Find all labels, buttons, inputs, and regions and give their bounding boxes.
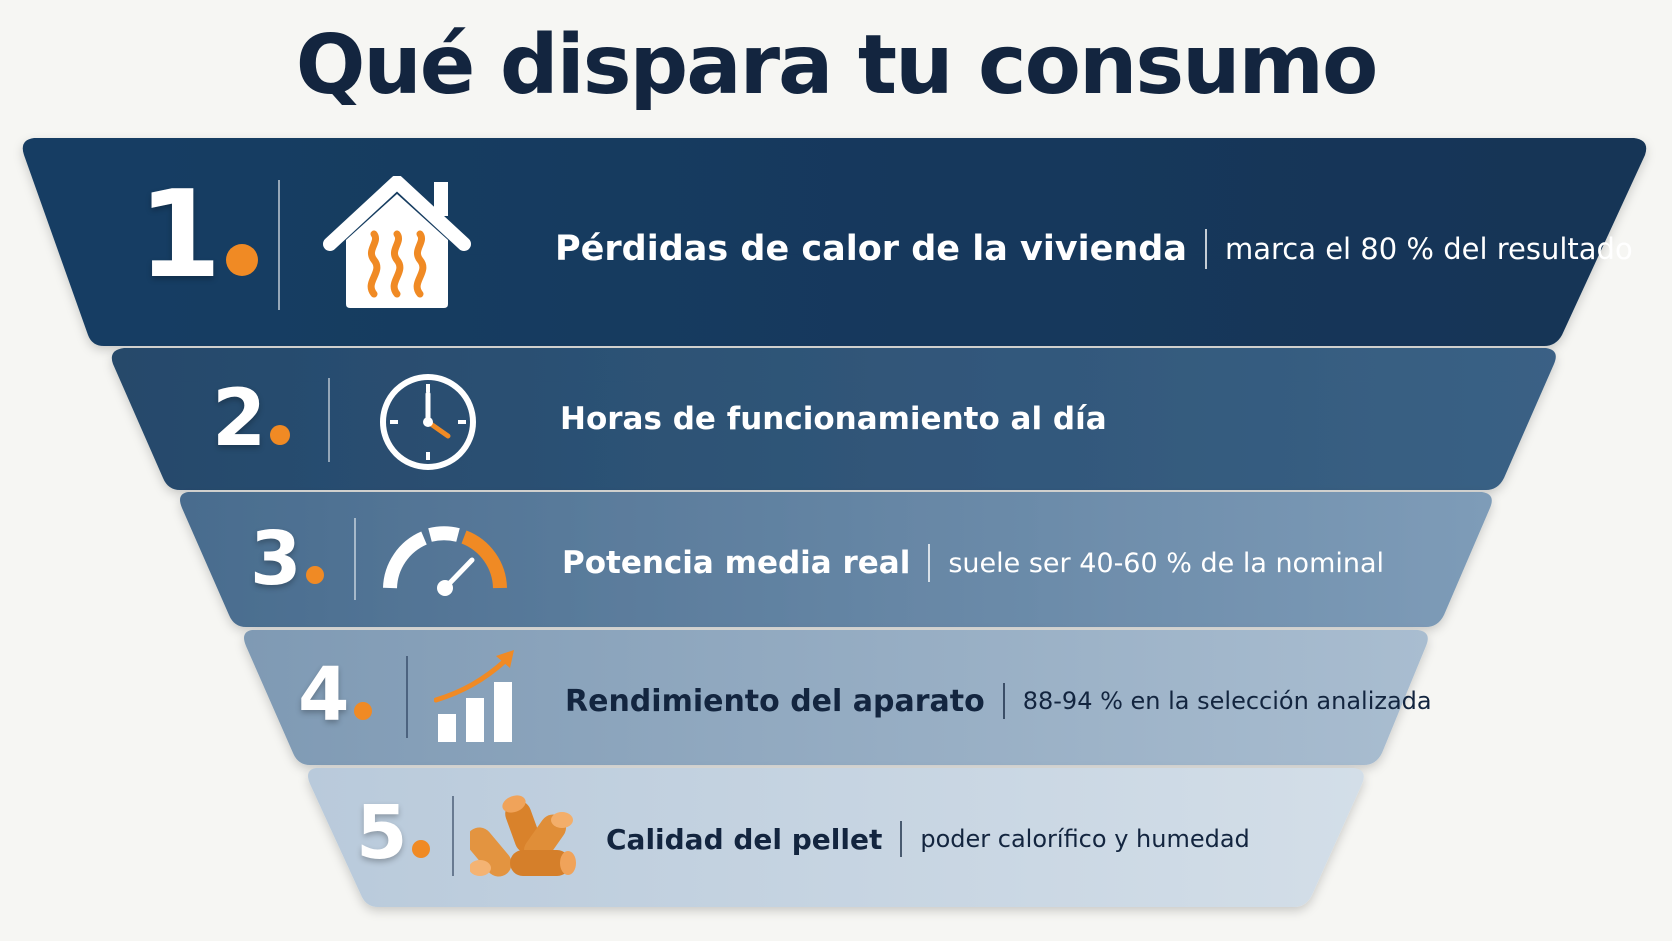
page-title: Qué dispara tu consumo — [295, 18, 1379, 113]
tier-1-text: Pérdidas de calor de la vivienda marca e… — [555, 224, 1633, 274]
tier-2-text: Horas de funcionamiento al día — [560, 396, 1107, 442]
tier-3-band — [180, 492, 1492, 627]
tier-2-divider — [328, 378, 330, 462]
tier-1-number: 1 — [138, 176, 258, 296]
tier-3-number: 3 — [250, 522, 324, 596]
tier-1-note: marca el 80 % del resultado — [1224, 232, 1633, 266]
bar-chart-growth-icon — [434, 650, 514, 742]
tier-3-divider — [354, 518, 356, 600]
accent-dot — [305, 566, 324, 584]
tier-5-divider — [452, 796, 454, 876]
tier-3-note: suele ser 40-60 % de la nominal — [948, 547, 1385, 579]
tier-1-divider — [278, 180, 280, 310]
accent-dot — [225, 244, 258, 276]
tier-5-note: poder calorífico y humedad — [920, 825, 1250, 853]
tier-4-number: 4 — [298, 658, 372, 732]
tier-3-separator — [928, 544, 931, 582]
tier-3-text: Potencia media real suele ser 40-60 % de… — [562, 540, 1384, 586]
accent-dot — [411, 840, 430, 858]
tier-5-label: Calidad del pellet — [606, 822, 883, 856]
tier-2-band — [111, 348, 1556, 490]
tier-5-separator — [900, 821, 903, 857]
pellets-icon — [470, 795, 576, 877]
house-heat-icon — [323, 176, 471, 308]
tier-5-number: 5 — [356, 796, 430, 870]
tier-3-label: Potencia media real — [562, 545, 911, 581]
accent-dot — [353, 702, 372, 720]
tier-1-separator — [1204, 229, 1207, 269]
tier-4-divider — [406, 656, 408, 738]
tier-4-separator — [1002, 683, 1005, 719]
tier-4-label: Rendimiento del aparato — [565, 683, 985, 719]
tier-2-number: 2 — [212, 380, 291, 458]
tier-4-text: Rendimiento del aparato 88-94 % en la se… — [565, 678, 1432, 724]
tier-4-note: 88-94 % en la selección analizada — [1022, 687, 1432, 715]
tier-1-label: Pérdidas de calor de la vivienda — [555, 229, 1187, 269]
tier-2-label: Horas de funcionamiento al día — [560, 401, 1107, 437]
tier-4-band — [244, 630, 1428, 765]
clock-icon — [380, 374, 476, 470]
tier-5-text: Calidad del pellet poder calorífico y hu… — [606, 816, 1250, 862]
accent-dot — [270, 425, 291, 445]
gauge-icon — [383, 526, 507, 596]
